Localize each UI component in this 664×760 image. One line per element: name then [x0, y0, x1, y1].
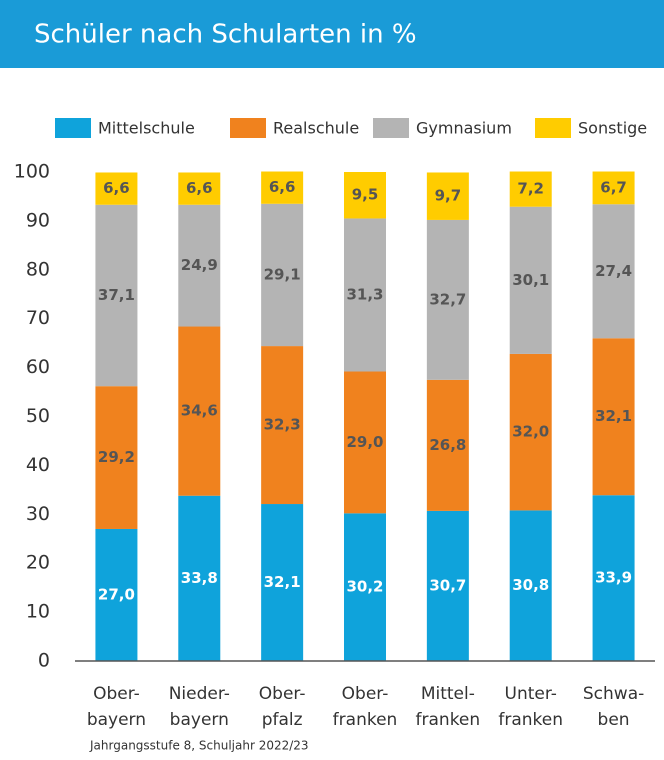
value-label: 29,0	[346, 433, 383, 451]
value-label: 9,7	[435, 187, 462, 205]
value-label: 30,8	[512, 576, 549, 594]
value-label: 27,0	[98, 585, 135, 603]
value-label: 29,2	[98, 448, 135, 466]
legend-label: Mittelschule	[98, 119, 195, 138]
legend-label: Gymnasium	[416, 119, 512, 138]
legend-label: Sonstige	[578, 119, 647, 138]
bar-segment	[426, 510, 469, 661]
value-label: 26,8	[429, 436, 466, 454]
bar-segment	[261, 203, 304, 347]
x-tick-label: franken	[416, 710, 481, 730]
legend-swatch	[55, 118, 91, 138]
bar-segment	[592, 171, 635, 205]
bar-segment	[592, 338, 635, 496]
y-tick-label: 80	[26, 258, 50, 280]
value-label: 32,1	[264, 573, 301, 591]
bar-segment	[426, 379, 469, 511]
value-label: 9,5	[352, 186, 379, 204]
legend-swatch	[373, 118, 409, 138]
value-label: 33,8	[181, 569, 218, 587]
y-tick-label: 100	[14, 161, 50, 183]
value-label: 32,1	[595, 407, 632, 425]
y-tick-label: 70	[26, 307, 50, 329]
x-tick-label: pfalz	[262, 710, 303, 730]
y-tick-label: 10	[26, 601, 50, 623]
bar-segment	[509, 510, 552, 661]
bar-segment	[178, 326, 221, 496]
x-tick-label: Ober-	[259, 684, 306, 704]
bar-segment	[95, 172, 138, 205]
bar-segment	[95, 528, 138, 661]
bar-segment	[178, 495, 221, 661]
x-tick-label: ben	[598, 710, 630, 730]
legend-swatch	[230, 118, 266, 138]
x-tick-label: Nieder-	[169, 684, 230, 704]
bar-segment	[95, 204, 138, 387]
value-label: 32,3	[264, 416, 301, 434]
x-tick-label: bayern	[170, 710, 229, 730]
y-tick-label: 90	[26, 209, 50, 231]
value-label: 32,7	[429, 290, 466, 308]
note: Jahrgangsstufe 8, Schuljahr 2022/23	[89, 739, 309, 753]
bar-segment	[261, 504, 304, 661]
x-tick-label: franken	[498, 710, 563, 730]
bar-segment	[261, 346, 304, 505]
y-tick-label: 30	[26, 503, 50, 525]
bar-segment	[344, 218, 386, 372]
value-label: 6,6	[103, 179, 130, 197]
bar-segment	[344, 371, 386, 514]
bar-segment	[426, 219, 469, 380]
value-label: 37,1	[98, 286, 135, 304]
value-label: 30,1	[512, 271, 549, 289]
x-tick-label: Schwa-	[583, 684, 644, 704]
bar-segment	[592, 495, 635, 661]
x-tick-label: franken	[333, 710, 398, 730]
bar-segment	[95, 386, 138, 529]
x-tick-label: Ober-	[93, 684, 140, 704]
bar-segment	[178, 172, 221, 205]
value-label: 34,6	[181, 402, 218, 420]
value-label: 32,0	[512, 423, 549, 441]
y-tick-label: 0	[38, 650, 50, 672]
value-label: 6,7	[600, 178, 627, 196]
value-label: 6,6	[186, 179, 213, 197]
y-tick-label: 50	[26, 405, 50, 427]
value-label: 33,9	[595, 569, 632, 587]
bar-segment	[509, 353, 552, 511]
x-tick-label: Mittel-	[421, 684, 475, 704]
y-tick-label: 40	[26, 454, 50, 476]
x-tick-label: Unter-	[505, 684, 557, 704]
y-tick-label: 60	[26, 356, 50, 378]
bar-segment	[509, 171, 552, 207]
value-label: 7,2	[517, 180, 544, 198]
value-label: 6,6	[269, 178, 296, 196]
bar-segment	[178, 204, 221, 327]
legend-label: Realschule	[273, 119, 359, 138]
bar-segment	[426, 172, 469, 220]
value-label: 27,4	[595, 262, 632, 280]
x-tick-label: bayern	[87, 710, 146, 730]
bar-segment	[509, 206, 552, 354]
bar-segment	[261, 171, 304, 204]
value-label: 30,7	[429, 576, 466, 594]
bar-segment	[344, 172, 386, 219]
chart-title: Schüler nach Schularten in %	[34, 20, 417, 50]
y-tick-label: 20	[26, 552, 50, 574]
value-label: 29,1	[264, 265, 301, 283]
title-banner	[0, 0, 664, 68]
bar-segment	[344, 513, 386, 661]
x-tick-label: Ober-	[342, 684, 389, 704]
value-label: 30,2	[346, 578, 383, 596]
bar-segment	[592, 204, 635, 339]
value-label: 31,3	[346, 285, 383, 303]
legend-swatch	[535, 118, 571, 138]
value-label: 24,9	[181, 256, 218, 274]
